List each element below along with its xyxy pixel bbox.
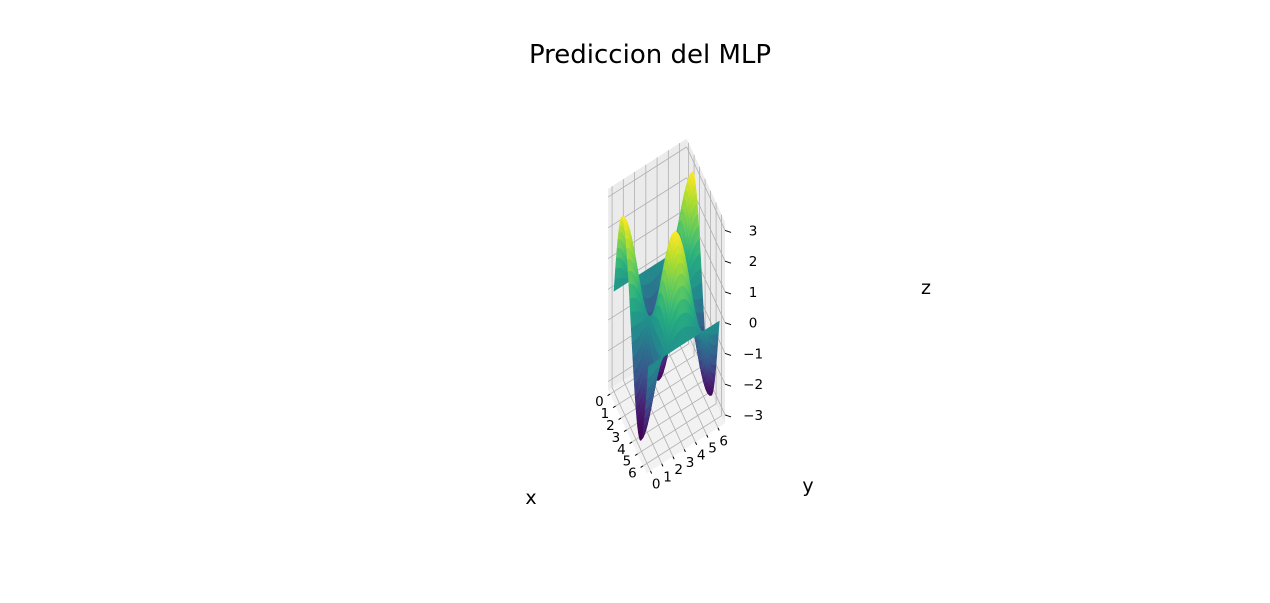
gridline-z <box>607 146 687 198</box>
x-tick-mark <box>629 441 633 444</box>
chart-title: Prediccion del MLP <box>529 40 771 70</box>
surface-facet <box>633 369 637 386</box>
y-tick-label: 4 <box>697 448 706 464</box>
y-tick-mark <box>672 456 675 460</box>
z-tick-mark <box>724 229 732 233</box>
x-tick-label: 1 <box>601 406 610 422</box>
y-tick-label: 6 <box>719 433 728 449</box>
gridline-x <box>642 415 722 467</box>
y-tick-mark <box>706 434 709 438</box>
x-tick-mark <box>612 405 616 409</box>
surface-facet <box>622 217 626 221</box>
gridline-y <box>656 358 696 443</box>
y-tick-label: 0 <box>652 477 661 493</box>
z-tick-label: −1 <box>743 346 763 362</box>
gridline-y <box>679 344 719 428</box>
z-tick-mark <box>724 414 732 418</box>
x-axis-label: x <box>525 487 536 509</box>
y-tick-mark <box>661 463 664 467</box>
x-tick-label: 5 <box>623 454 632 470</box>
x-tick-label: 2 <box>606 418 615 434</box>
surface-facet <box>647 364 651 379</box>
gridline-y <box>667 351 708 436</box>
z-tick-label: −2 <box>743 377 763 393</box>
y-tick-mark <box>683 449 686 453</box>
surface-facet <box>627 270 631 286</box>
x-tick-mark <box>634 453 638 456</box>
z-tick-label: 0 <box>749 316 758 332</box>
gridline-x <box>631 391 711 443</box>
surface-facet <box>634 395 638 410</box>
gridline-y <box>611 387 651 472</box>
z-tick-label: 2 <box>749 254 758 270</box>
z-tick-label: 3 <box>749 223 758 239</box>
surface-plot <box>613 171 720 441</box>
y-tick-label: 3 <box>686 455 695 471</box>
z-tick-mark <box>724 260 732 264</box>
x-tick-mark <box>623 429 627 432</box>
x-tick-mark <box>618 417 622 421</box>
x-tick-label: 3 <box>612 430 621 446</box>
y-tick-label: 5 <box>708 441 717 457</box>
gridline-x <box>620 367 700 419</box>
y-tick-mark <box>717 427 720 431</box>
x-tick-label: 0 <box>595 394 604 410</box>
surface-facet <box>630 326 634 344</box>
surface-facet <box>634 382 638 399</box>
y-tick-label: 2 <box>674 462 683 478</box>
gridline-z <box>686 146 726 231</box>
x-tick-label: 4 <box>617 442 626 458</box>
z-tick-mark <box>724 291 732 295</box>
z-tick-label: 1 <box>749 285 758 301</box>
x-tick-mark <box>640 465 644 468</box>
z-tick-mark <box>724 383 732 387</box>
z-tick-mark <box>724 322 732 326</box>
y-tick-mark <box>695 441 698 445</box>
z-axis-label: z <box>921 277 931 299</box>
y-axis-label: y <box>802 475 813 497</box>
z-tick-mark <box>724 352 732 356</box>
z-tick-label: −3 <box>743 408 763 424</box>
gridline-x <box>637 403 717 455</box>
y-tick-label: 1 <box>663 469 672 485</box>
x-tick-label: 6 <box>628 466 637 482</box>
x-tick-mark <box>607 393 611 397</box>
y-tick-mark <box>650 470 653 474</box>
